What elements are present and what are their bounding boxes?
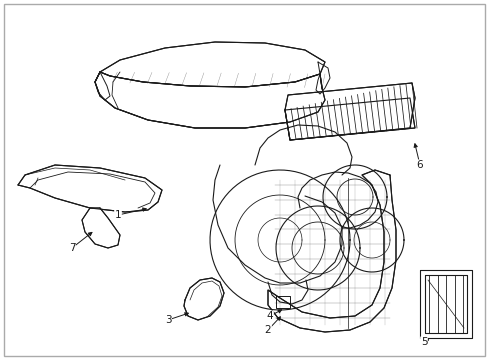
Polygon shape — [285, 83, 414, 140]
Polygon shape — [100, 42, 325, 87]
Text: 4: 4 — [266, 311, 273, 321]
Polygon shape — [18, 165, 162, 212]
Text: 7: 7 — [68, 243, 75, 253]
Polygon shape — [267, 170, 395, 332]
Text: 5: 5 — [420, 337, 427, 347]
Text: 3: 3 — [164, 315, 171, 325]
Text: 1: 1 — [115, 210, 121, 220]
Text: 2: 2 — [264, 325, 271, 335]
Polygon shape — [285, 98, 414, 140]
Polygon shape — [95, 72, 325, 128]
Text: 6: 6 — [416, 160, 423, 170]
Polygon shape — [82, 208, 120, 248]
Polygon shape — [183, 278, 224, 320]
